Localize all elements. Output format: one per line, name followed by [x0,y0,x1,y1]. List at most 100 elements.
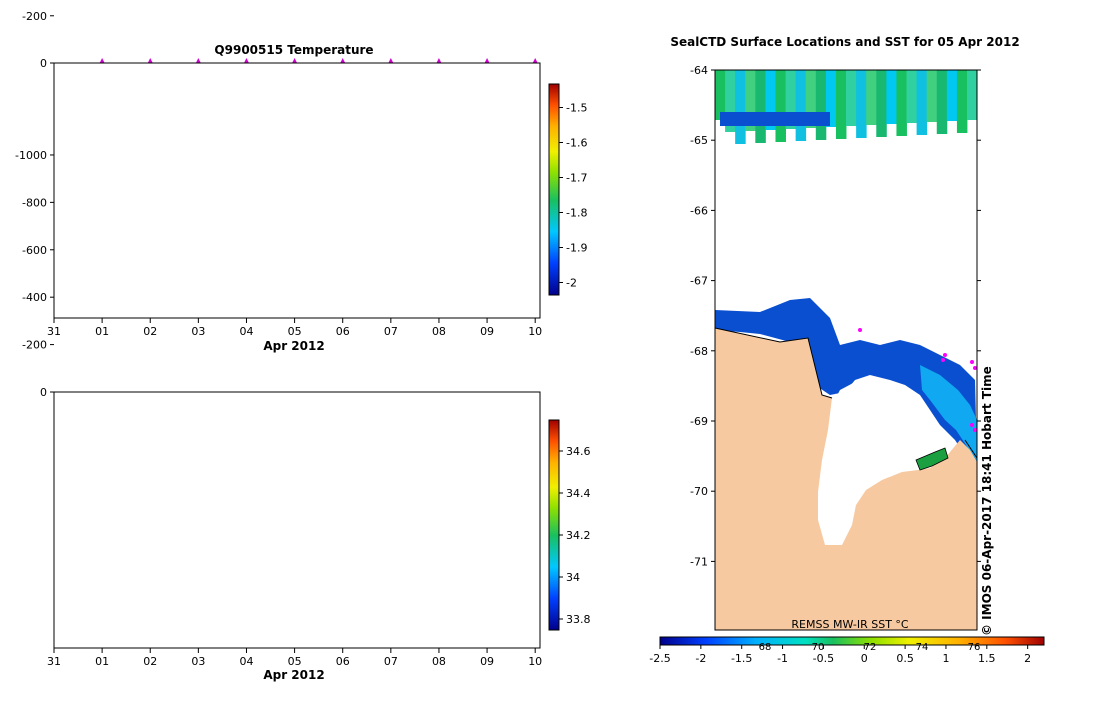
profile-marker [243,58,249,63]
day-tick-label: 31 [47,655,61,668]
temperature-colorbar-ticks: -1.5 -1.6 -1.7 -1.8 -1.9 -2 [559,102,587,290]
antarctic-land [715,328,977,630]
sst-cell [926,70,938,122]
day-tick-label: 07 [384,325,398,338]
sst-tick-label: -0.5 [813,652,834,665]
sst-cell [735,70,746,144]
sst-tick-label: -1.5 [731,652,752,665]
sst-tick-label: 0 [861,652,868,665]
ctd-marker [970,360,974,364]
day-tick-label: 09 [480,325,494,338]
sst-cell [745,70,756,131]
depth-tick-label: -200 [22,10,47,23]
day-tick-label: 08 [432,655,446,668]
day-tick-label: 02 [143,655,157,668]
sst-cell [866,70,877,125]
ctd-location-markers [858,328,977,432]
ctd-marker [970,423,974,427]
temperature-frame [53,62,541,319]
coastline-east [964,439,978,459]
sst-cell [835,70,847,139]
map-area [714,69,978,631]
depth-tick-label: -200 [22,339,47,352]
lat-tick-label: -66 [690,204,708,217]
sst-cell [946,70,958,121]
lat-tick-label: -69 [690,415,708,428]
sst-cell [815,70,827,140]
sst-cell [795,70,807,141]
sst-cell [755,70,766,143]
salinity-plot: 0 -200 -400 -600 -800 -1000 31 01 02 03 04 05 06 07 08… [15,149,542,668]
latitude-ticks: -64 -65 -66 -67 -68 -69 -70 -71 [690,64,981,568]
sst-cell [725,70,736,132]
salinity-colorbar [548,419,560,631]
colorbar-tick-label: 34.6 [566,445,591,458]
day-tick-label: 04 [239,655,253,668]
depth-tick-label: 0 [40,57,47,70]
colorbar-tick-label: 34 [566,571,580,584]
lat-tick-label: -67 [690,275,708,288]
day-tick-label: 10 [528,325,542,338]
sst-cell [956,70,968,133]
profile-marker [388,58,394,63]
day-tick-label: 05 [288,325,302,338]
sea-ice-region [818,380,950,542]
bottom-xlabel: Apr 2012 [263,668,324,682]
sst-band-north [715,70,978,144]
ctd-marker [943,353,947,357]
sst-tick-label: -1 [777,652,788,665]
colorbar-tick-label: -1.7 [566,172,587,185]
ctd-marker [973,366,977,370]
salinity-colorbar-ticks: 34.6 34.4 34.2 34 33.8 [559,445,591,626]
profile-marker [484,58,490,63]
day-tick-label: 03 [191,655,205,668]
sst-cell [805,70,817,128]
colorbar-tick-label: -1.9 [566,242,587,255]
depth-tick-label: -600 [22,244,47,257]
sst-cell [906,70,918,123]
sst-fahrenheit-label: 74 [916,642,929,653]
sst-cell [715,70,726,120]
profile-marker [195,58,201,63]
ctd-marker [941,358,945,362]
day-tick-label: 05 [288,655,302,668]
sst-cell [846,70,857,126]
sst-tick-label: 0.5 [896,652,914,665]
sst-cell [916,70,928,135]
depth-tick-label: -400 [22,291,47,304]
day-tick-label: 10 [528,655,542,668]
colorbar-tick-label: -2 [566,277,577,290]
temperature-title: Q9900515 Temperature [214,43,373,57]
profile-marker [340,58,346,63]
sst-cell [720,112,830,126]
colorbar-tick-label: -1.6 [566,137,587,150]
colorbar-tick-label: 34.4 [566,487,591,500]
map-source-label: REMSS MW-IR SST °C [791,618,909,631]
day-tick-label: 09 [480,655,494,668]
lat-tick-label: -68 [690,345,708,358]
day-tick-label: 04 [239,325,253,338]
sst-tick-label: 1.5 [978,652,996,665]
sst-tick-label: -2.5 [649,652,670,665]
day-tick-label: 01 [95,325,109,338]
profile-marker [532,58,538,63]
top-xlabel: Apr 2012 [263,339,324,353]
sst-tick-label: -2 [695,652,706,665]
colorbar-tick-label: 33.8 [566,613,591,626]
sst-cell [886,70,897,124]
sst-fahrenheit-label: 72 [864,642,877,653]
lat-tick-label: -65 [690,134,708,147]
lat-tick-label: -70 [690,485,708,498]
depth-tick-label: -800 [22,196,47,209]
depth-tick-label: 0 [40,386,47,399]
depth-tick-label: -1000 [15,149,47,162]
salinity-frame [53,391,541,649]
day-tick-label: 31 [47,325,61,338]
day-tick-label: 01 [95,655,109,668]
profile-marker [292,58,298,63]
sst-fahrenheit-label: 76 [968,642,981,653]
day-tick-label: 02 [143,325,157,338]
sst-fahrenheit-label: 70 [812,642,825,653]
sst-cell [876,70,887,137]
